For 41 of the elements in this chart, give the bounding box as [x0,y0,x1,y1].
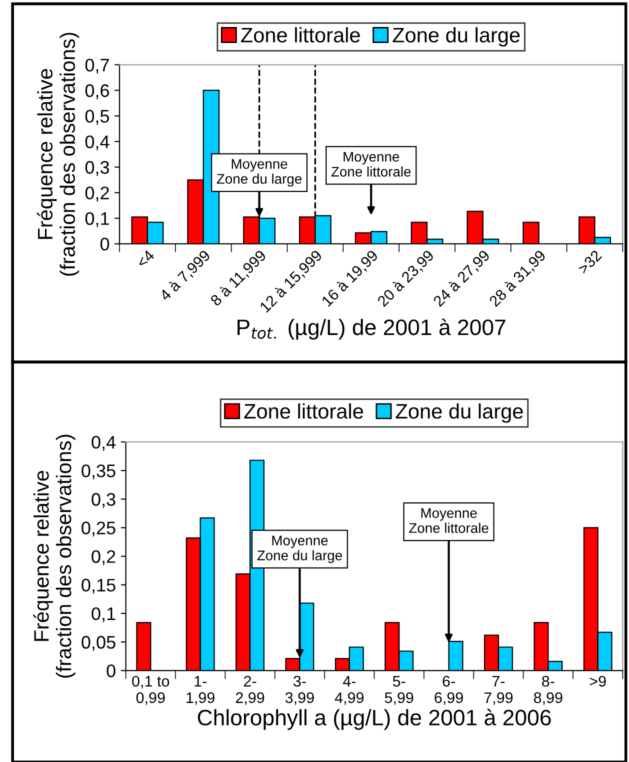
y-tick-label: 0,25 [82,522,116,537]
legend-label: Zone littorale [244,403,364,419]
x-tick-label: >32 [577,250,602,274]
x-tick-label: 5- 5,99 [384,676,414,705]
y-tick-label: 0,7 [85,58,109,74]
y-tick-label: 0,3 [85,161,109,176]
y-tick-label: 0,1 [92,607,116,622]
y-tick-label: 0,2 [85,186,109,202]
y-tick-label: 0,6 [85,84,109,100]
x-axis-title: P$_{tot.}$ (µg/L) de 2001 à 2007 [238,318,506,340]
x-tick-label: >9 [590,676,606,687]
y-tick-label: 0,4 [92,436,116,451]
legend-label: Zone du large [392,27,520,47]
annotation: Moyenne Zone du large [257,536,342,564]
y-tick-label: 0 [106,664,116,678]
x-tick-label: 6- 6,99 [434,676,463,705]
x-tick-label: 4- 4,99 [334,676,364,705]
x-tick-label: 2- 2,99 [236,676,264,705]
x-tick-label: 8- 8,99 [534,676,562,705]
x-axis-title: Chlorophyll a (µg/L) de 2001 à 2006 [198,708,551,730]
x-tick-label: <4 [136,249,155,268]
x-tick-label: 0,1 to 0,99 [132,676,170,705]
annotation: Moyenne Zone littorale [409,508,488,533]
y-axis-title: Fréquence relative (fraction des observations) [37,32,80,276]
y-tick-label: 0,35 [82,464,116,480]
y-tick-label: 0,5 [85,110,110,125]
y-tick-label: 0 [100,238,110,251]
legend-label: Zone du large [396,403,523,423]
x-tick-label: 1- 1,99 [186,676,214,705]
x-tick-label: 7- 7,99 [484,676,513,705]
annotation: Moyenne Zone du large [216,159,302,187]
y-tick-label: 0,3 [92,493,116,508]
y-tick-label: 0,05 [82,636,116,651]
annotation: Moyenne Zone littorale [331,152,411,177]
y-axis-title: Fréquence relative (fraction des observations) [33,434,76,678]
y-tick-label: 0,2 [92,550,116,566]
y-tick-label: 0,15 [82,578,116,594]
legend-label: Zone littorale [241,27,360,42]
y-tick-label: 0,1 [85,212,109,228]
x-tick-label: 3- 3,99 [285,676,314,705]
y-tick-label: 0,4 [85,135,110,150]
